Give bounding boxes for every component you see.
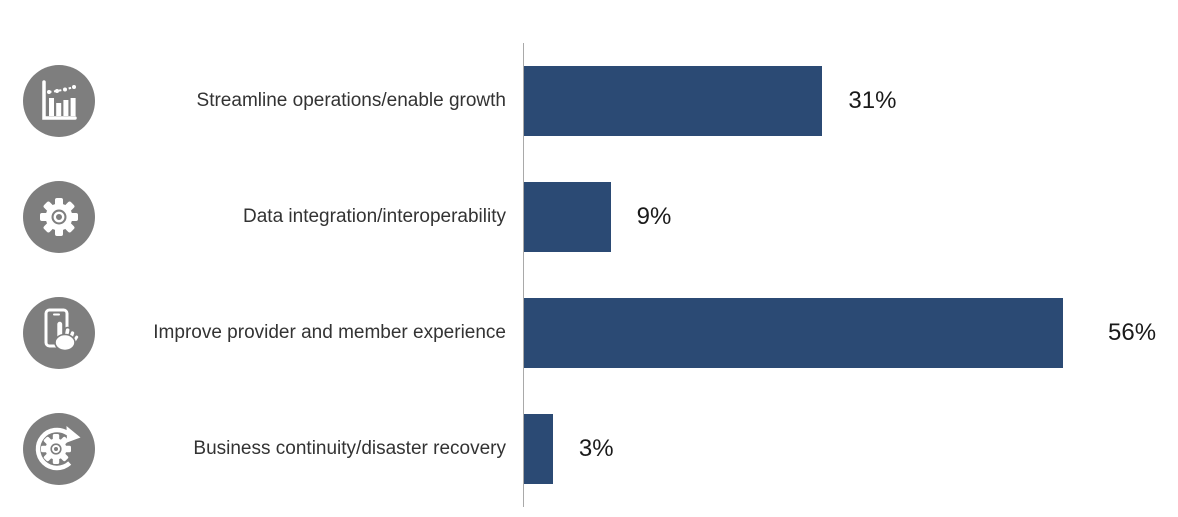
- category-label: Data integration/interoperability: [243, 206, 506, 228]
- bar: [524, 66, 823, 136]
- icon-cell: [0, 181, 118, 253]
- value-label: 9%: [636, 203, 672, 230]
- bar-cell: 56%: [523, 275, 1178, 391]
- chart-row-provider-member-experience: Improve provider and member experience 5…: [0, 275, 1178, 391]
- y-axis-line: [523, 43, 524, 507]
- value-label: 56%: [1108, 319, 1157, 346]
- bar-cell: 31%: [523, 43, 1178, 159]
- bar: [524, 298, 1063, 368]
- recovery-cycle-gear-icon: [23, 413, 95, 485]
- icon-cell: [0, 65, 118, 137]
- category-label: Streamline operations/enable growth: [196, 90, 506, 112]
- bar: [524, 182, 611, 252]
- chart-row-streamline-operations: Streamline operations/enable growth 31%: [0, 43, 1178, 159]
- bar: [524, 414, 553, 484]
- icon-cell: [0, 297, 118, 369]
- bar-chart-trend-icon: [23, 65, 95, 137]
- touchscreen-hand-icon: [23, 297, 95, 369]
- category-label: Business continuity/disaster recovery: [193, 438, 506, 460]
- icon-cell: [0, 413, 118, 485]
- value-label: 3%: [578, 435, 614, 462]
- chart-rows: Streamline operations/enable growth 31%: [0, 43, 1178, 507]
- category-label: Improve provider and member experience: [153, 322, 506, 344]
- gear-icon: [23, 181, 95, 253]
- bar-cell: 3%: [523, 391, 1178, 507]
- bar-cell: 9%: [523, 159, 1178, 275]
- chart-row-data-integration: Data integration/interoperability 9%: [0, 159, 1178, 275]
- chart-row-business-continuity: Business continuity/disaster recovery 3%: [0, 391, 1178, 507]
- value-label: 31%: [848, 87, 897, 114]
